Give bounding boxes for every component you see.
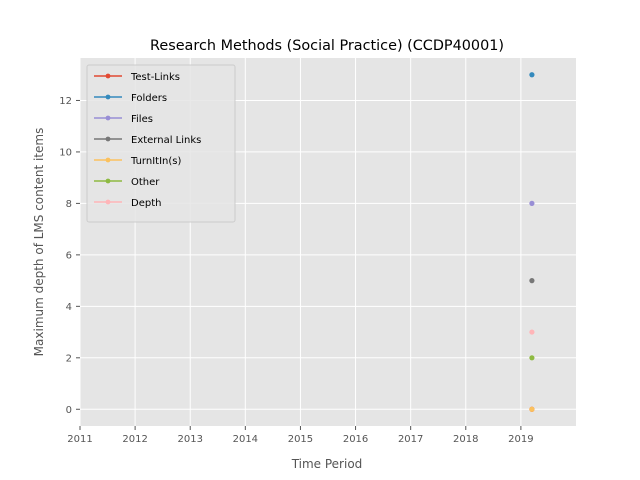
legend-label-folders: Folders	[131, 93, 167, 104]
y-tick-label: 2	[66, 353, 72, 364]
point-other	[529, 355, 535, 361]
x-axis-ticks: 2011 2012 2013 2014 2015 2016 2017 2018 2019	[67, 426, 534, 445]
legend-label-test-links: Test-Links	[130, 72, 180, 83]
y-tick-label: 6	[66, 250, 72, 261]
chart-title: Research Methods (Social Practice) (CCDP…	[150, 38, 504, 54]
legend-label-depth: Depth	[131, 198, 161, 209]
legend-marker-external-links	[105, 136, 111, 142]
x-axis-label: Time Period	[291, 457, 363, 471]
point-depth	[529, 329, 535, 335]
legend-marker-test-links	[105, 73, 111, 79]
y-tick-label: 8	[66, 199, 72, 210]
legend-label-other: Other	[131, 177, 160, 188]
legend-box	[86, 64, 236, 223]
x-tick-label: 2014	[233, 434, 258, 445]
legend-marker-turnitin-s	[105, 157, 111, 163]
legend-label-files: Files	[131, 114, 153, 125]
legend-marker-other	[105, 178, 111, 184]
point-turnitin-s	[529, 406, 535, 412]
point-folders	[529, 72, 535, 78]
point-external-links	[529, 278, 535, 284]
legend-label-turnitin-s: TurnItIn(s)	[130, 156, 181, 167]
grid	[79, 58, 576, 426]
x-tick-label: 2019	[508, 434, 533, 445]
y-tick-label: 0	[66, 405, 72, 416]
y-axis-label: Maximum depth of LMS content items	[32, 128, 46, 357]
y-tick-label: 12	[59, 96, 72, 107]
data-points	[529, 72, 535, 412]
x-tick-label: 2016	[343, 434, 368, 445]
legend-label-external-links: External Links	[131, 135, 201, 146]
y-tick-label: 4	[66, 302, 72, 313]
x-tick-label: 2015	[288, 434, 313, 445]
legend-marker-folders	[105, 94, 111, 100]
x-tick-label: 2013	[177, 434, 202, 445]
y-tick-label: 10	[59, 147, 72, 158]
legend-marker-depth	[105, 199, 111, 205]
point-files	[529, 200, 535, 206]
x-tick-label: 2017	[398, 434, 423, 445]
legend: Test-Links Folders Files External Links Turn…	[86, 64, 236, 223]
x-tick-label: 2011	[67, 434, 92, 445]
y-axis-ticks: 0 2 4 6 8 10 12	[59, 96, 80, 416]
legend-marker-files	[105, 115, 111, 121]
x-tick-label: 2018	[453, 434, 478, 445]
x-tick-label: 2012	[122, 434, 147, 445]
